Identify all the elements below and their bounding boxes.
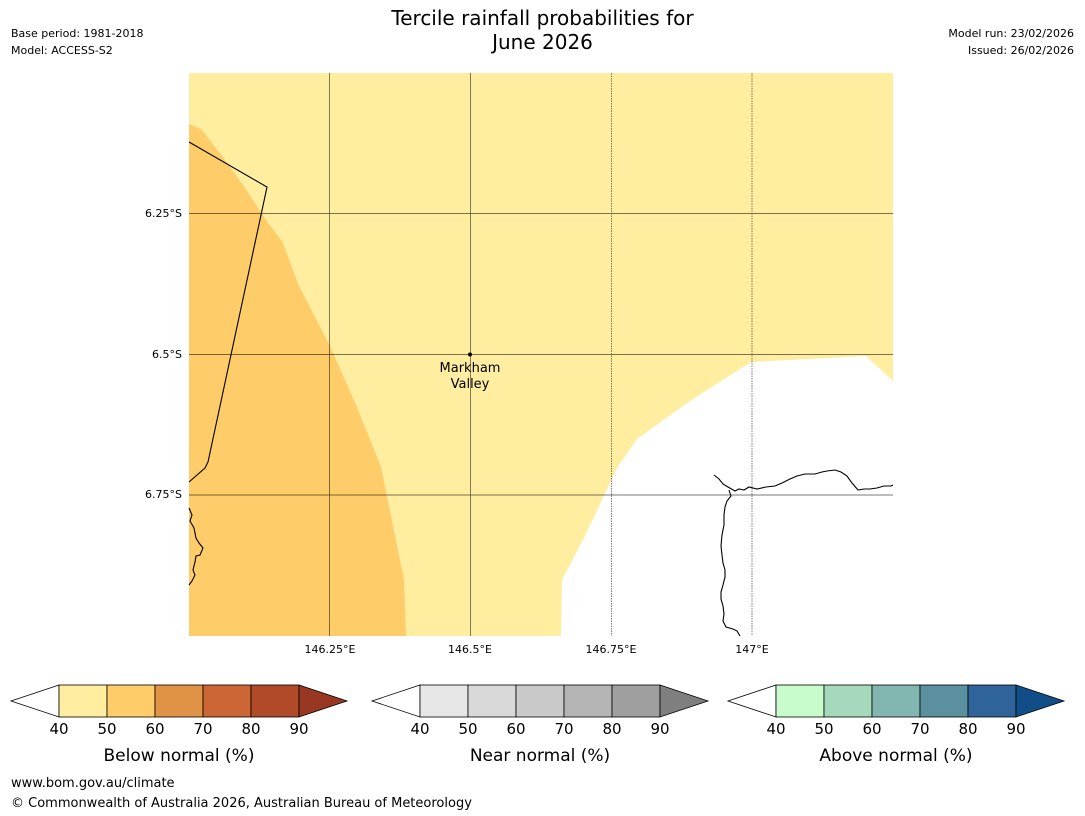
- footer-copyright: © Commonwealth of Australia 2026, Austra…: [11, 796, 472, 811]
- colorbar-tick-label: 50: [458, 720, 477, 738]
- colorbar-max-extension: [659, 684, 710, 718]
- bay-coastline: [720, 489, 741, 637]
- footer-url[interactable]: www.bom.gov.au/climate: [11, 776, 175, 791]
- place-label-line-1: Markham: [440, 361, 501, 376]
- colorbar-cell: [250, 684, 300, 718]
- colorbar-cell: [871, 684, 921, 718]
- model-name: Model: ACCESS-S2: [11, 44, 113, 57]
- colorbar-cell: [919, 684, 969, 718]
- above-normal-colorbar: 40 50 60 70 80 90 Above normal (%): [726, 684, 1066, 766]
- colorbar-max-extension: [1015, 684, 1066, 718]
- colorbar-tick-label: 70: [193, 720, 212, 738]
- province-border: [188, 141, 268, 483]
- colorbar-tick-label: 40: [49, 720, 68, 738]
- lat-label: 6.25°S: [145, 207, 182, 220]
- lon-label: 146.75°E: [586, 643, 637, 656]
- map-panel: Markham Valley 6.25°S 6.5°S 6.75°S 146.2…: [145, 73, 894, 656]
- colorbar-label: Below normal (%): [104, 746, 255, 766]
- colorbar-cell: [611, 684, 661, 718]
- lon-label: 147°E: [735, 643, 768, 656]
- sea-region: [561, 356, 893, 636]
- colorbar-tick-label: 80: [958, 720, 977, 738]
- near-normal-colorbar: 40 50 60 70 80 90 Near normal (%): [370, 684, 710, 766]
- colorbar-tick-label: 60: [145, 720, 164, 738]
- colorbar-min-extension: [9, 684, 60, 718]
- colorbar-tick-label: 50: [814, 720, 833, 738]
- colorbar-tick-label: 90: [289, 720, 308, 738]
- colorbar-cell: [823, 684, 873, 718]
- below-normal-colorbar: 40 50 60 70 80 90 Below normal (%): [9, 684, 349, 766]
- colorbar-tick-label: 80: [602, 720, 621, 738]
- meta-left: Base period: 1981-2018 Model: ACCESS-S2: [11, 25, 143, 59]
- lat-label: 6.75°S: [145, 488, 182, 501]
- footer: www.bom.gov.au/climate © Commonwealth of…: [11, 774, 472, 814]
- colorbar-tick-label: 90: [650, 720, 669, 738]
- colorbar-tick-label: 60: [506, 720, 525, 738]
- colorbar-tick-label: 90: [1006, 720, 1025, 738]
- colorbar-tick-label: 60: [862, 720, 881, 738]
- place-label-line-2: Valley: [451, 377, 490, 392]
- colorbar-label: Above normal (%): [819, 746, 972, 766]
- colorbar-cell: [775, 684, 825, 718]
- colorbar-label: Near normal (%): [470, 746, 610, 766]
- title-line-1: Tercile rainfall probabilities for: [391, 6, 694, 30]
- meta-right: Model run: 23/02/2026 Issued: 26/02/2026: [948, 25, 1074, 59]
- colorbar-tick-label: 70: [910, 720, 929, 738]
- colorbar-cell: [202, 684, 252, 718]
- colorbar-cell: [58, 684, 108, 718]
- lon-label: 146.5°E: [448, 643, 492, 656]
- colorbar-tick-label: 80: [241, 720, 260, 738]
- issued-date: Issued: 26/02/2026: [967, 44, 1074, 57]
- lon-label: 146.25°E: [305, 643, 356, 656]
- colorbar-max-extension: [298, 684, 349, 718]
- colorbar-cell: [419, 684, 469, 718]
- colorbar-tick-label: 40: [410, 720, 429, 738]
- markham-valley-marker: [468, 352, 472, 357]
- colorbar-min-extension: [726, 684, 777, 718]
- coastlines: [188, 141, 894, 637]
- colorbar-cell: [154, 684, 204, 718]
- colorbar-cell: [467, 684, 517, 718]
- colorbar-min-extension: [370, 684, 421, 718]
- colorbar-cell: [563, 684, 613, 718]
- colorbar-cell: [967, 684, 1017, 718]
- east-coastline: [713, 469, 894, 492]
- chart-title: Tercile rainfall probabilities for June …: [0, 6, 1085, 54]
- model-run: Model run: 23/02/2026: [948, 27, 1074, 40]
- lat-label: 6.5°S: [152, 348, 182, 361]
- colorbar-tick-label: 70: [554, 720, 573, 738]
- base-period: Base period: 1981-2018: [11, 27, 144, 40]
- colorbar-cell: [106, 684, 156, 718]
- colorbar-tick-label: 50: [97, 720, 116, 738]
- colorbar-tick-label: 40: [766, 720, 785, 738]
- title-line-2: June 2026: [492, 30, 593, 54]
- west-coastline: [188, 507, 204, 586]
- colorbar-cell: [515, 684, 565, 718]
- below-normal-60-region: [189, 124, 406, 636]
